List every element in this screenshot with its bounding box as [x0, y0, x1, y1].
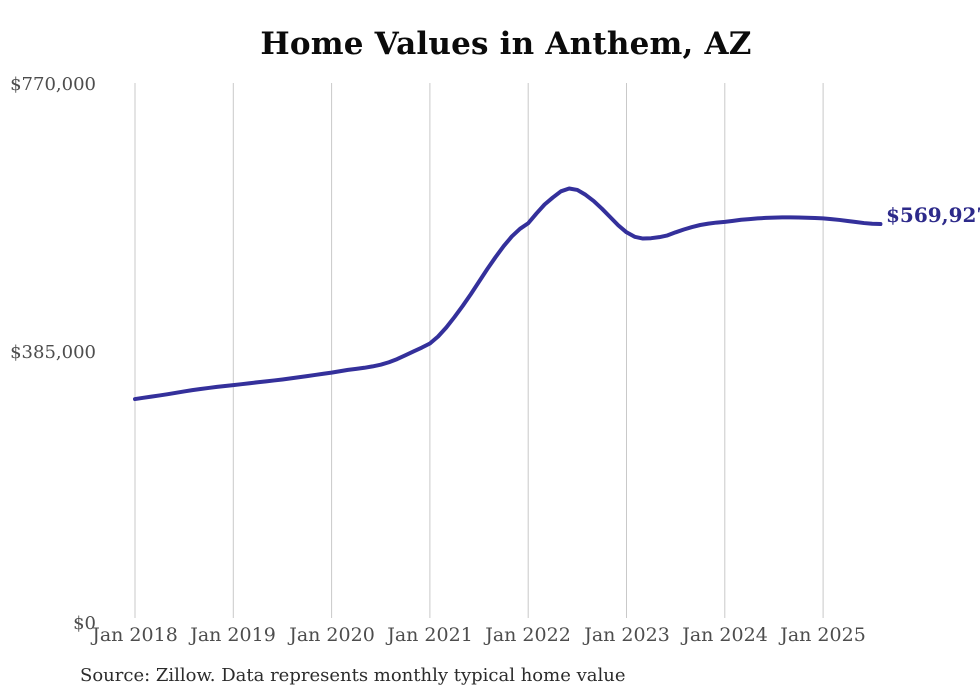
y-axis-tick-770000: $770,000 — [10, 74, 96, 95]
x-axis-tick-jan-2023: Jan 2023 — [584, 624, 670, 646]
chart-title: Home Values in Anthem, AZ — [260, 26, 752, 62]
y-axis-tick-385000: $385,000 — [10, 342, 96, 363]
x-axis-tick-jan-2025: Jan 2025 — [780, 624, 866, 646]
x-axis-tick-jan-2022: Jan 2022 — [485, 624, 571, 646]
x-axis-tick-jan-2021: Jan 2021 — [387, 624, 473, 646]
source-note: Source: Zillow. Data represents monthly … — [80, 665, 626, 686]
x-axis-tick-jan-2024: Jan 2024 — [682, 624, 768, 646]
x-axis-tick-jan-2018: Jan 2018 — [92, 624, 178, 646]
latest-value-label: $569,927 — [886, 203, 980, 227]
x-axis-tick-jan-2020: Jan 2020 — [289, 624, 375, 646]
x-axis-tick-jan-2019: Jan 2019 — [190, 624, 276, 646]
home-value-line — [133, 186, 883, 402]
y-axis-tick-0: $0 — [73, 613, 96, 634]
